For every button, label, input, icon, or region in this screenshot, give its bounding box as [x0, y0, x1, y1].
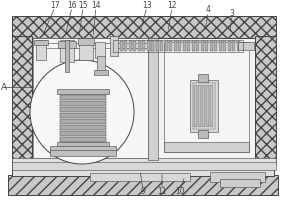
Text: 11: 11 [157, 188, 167, 196]
Bar [12, 162, 276, 170]
Text: 15: 15 [78, 0, 88, 9]
Bar [97, 56, 105, 72]
Bar [164, 41, 167, 51]
Text: 10: 10 [175, 188, 185, 196]
Bar [128, 41, 131, 51]
Bar [12, 158, 276, 164]
Bar [191, 41, 194, 51]
Bar [214, 41, 217, 51]
Text: 9: 9 [141, 188, 146, 196]
Bar [198, 85, 201, 127]
Bar [232, 41, 235, 51]
Bar [60, 113, 106, 118]
Bar [12, 162, 274, 176]
Bar [12, 36, 32, 162]
Bar [95, 42, 105, 58]
Bar [220, 179, 260, 187]
Bar [238, 42, 254, 50]
Bar [205, 41, 208, 51]
Bar [198, 74, 208, 82]
Bar [148, 38, 158, 160]
Bar [210, 85, 213, 127]
Bar [206, 85, 209, 127]
Bar [164, 142, 249, 152]
Bar [227, 41, 230, 51]
Bar [198, 130, 208, 138]
Bar [79, 40, 93, 60]
Bar [119, 41, 122, 51]
Circle shape [30, 60, 134, 164]
Bar [110, 36, 118, 56]
Bar [65, 40, 69, 72]
Text: 14: 14 [91, 0, 101, 9]
Bar [8, 175, 278, 195]
Bar [60, 40, 74, 62]
Bar [164, 42, 249, 152]
Bar [60, 119, 106, 124]
Bar [60, 106, 106, 107]
Bar [158, 38, 255, 158]
Bar [190, 80, 218, 132]
Bar [60, 124, 106, 125]
Bar [115, 41, 118, 51]
Bar [60, 125, 106, 130]
Bar [202, 85, 205, 127]
Bar [60, 112, 106, 113]
Text: 13: 13 [142, 0, 152, 9]
Bar [36, 40, 46, 60]
Bar [169, 41, 172, 51]
Bar [223, 41, 226, 51]
Bar [196, 41, 199, 51]
Bar [173, 41, 176, 51]
Bar [146, 41, 149, 51]
Bar [194, 85, 197, 127]
Text: 3: 3 [230, 8, 234, 18]
Bar [60, 137, 106, 142]
Bar [155, 41, 158, 51]
Bar [124, 41, 127, 51]
Bar [178, 41, 181, 51]
Bar [218, 41, 221, 51]
Bar [200, 41, 203, 51]
Bar [90, 173, 190, 181]
Bar [78, 38, 94, 45]
Bar [60, 101, 106, 106]
Bar [58, 41, 76, 48]
Bar [60, 95, 106, 100]
Bar [33, 38, 148, 158]
Bar [193, 83, 215, 129]
Bar [142, 41, 145, 51]
Bar [60, 130, 106, 131]
Bar [60, 136, 106, 137]
Bar [160, 41, 163, 51]
Bar [60, 100, 106, 101]
Text: 17: 17 [50, 0, 60, 9]
Bar [137, 41, 140, 51]
Bar [60, 118, 106, 119]
Bar [151, 41, 154, 51]
Text: A: A [1, 82, 7, 92]
Bar [210, 172, 265, 182]
Bar [57, 89, 109, 94]
Bar [236, 41, 239, 51]
Bar [60, 107, 106, 112]
Bar [94, 70, 108, 75]
Bar [133, 41, 136, 51]
Bar [209, 41, 212, 51]
Bar [60, 131, 106, 136]
Bar [32, 38, 255, 160]
Bar [50, 146, 116, 156]
Bar [255, 36, 276, 162]
Bar [12, 16, 276, 38]
Text: 4: 4 [206, 5, 210, 15]
Bar [182, 41, 185, 51]
Bar [187, 41, 190, 51]
Bar [113, 40, 243, 52]
Text: 12: 12 [167, 0, 177, 9]
Bar [57, 142, 109, 148]
Bar [34, 40, 48, 45]
Text: 16: 16 [67, 0, 77, 9]
